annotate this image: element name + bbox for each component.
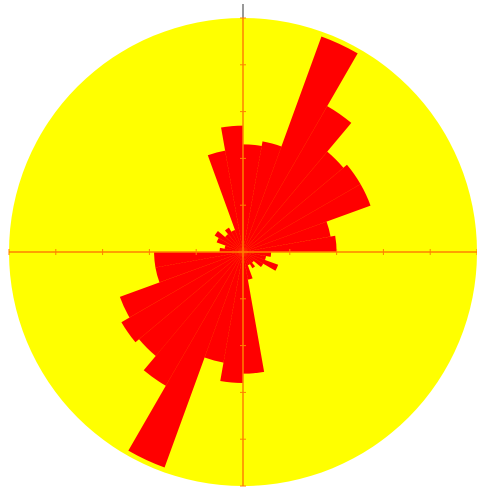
petal bbox=[204, 252, 243, 363]
petal bbox=[243, 144, 262, 252]
petal bbox=[128, 252, 243, 468]
petal bbox=[221, 125, 243, 252]
petal bbox=[243, 252, 272, 257]
petal bbox=[243, 106, 352, 252]
petal bbox=[243, 252, 253, 280]
petal bbox=[243, 141, 282, 252]
petal bbox=[155, 252, 243, 283]
petal bbox=[214, 230, 243, 252]
petal bbox=[119, 252, 243, 318]
petal bbox=[216, 237, 243, 252]
petal bbox=[139, 252, 243, 356]
petal bbox=[243, 164, 361, 252]
petal bbox=[243, 221, 331, 252]
petal bbox=[224, 245, 243, 252]
petal bbox=[231, 230, 243, 252]
petal bbox=[220, 252, 243, 384]
petal bbox=[243, 252, 251, 266]
petal bbox=[243, 235, 337, 252]
petal bbox=[243, 184, 371, 252]
petal bbox=[219, 247, 243, 252]
petal bbox=[225, 234, 243, 252]
petal bbox=[243, 252, 254, 263]
petal bbox=[243, 252, 256, 269]
petal bbox=[243, 252, 279, 271]
petal bbox=[243, 252, 264, 268]
petal bbox=[243, 252, 267, 261]
petal bbox=[143, 252, 243, 386]
petal bbox=[243, 36, 358, 252]
petal bbox=[207, 150, 243, 252]
petal bbox=[154, 252, 243, 268]
petal bbox=[243, 151, 344, 252]
petal bbox=[121, 252, 243, 343]
petal bbox=[224, 227, 243, 252]
petal bbox=[243, 252, 265, 374]
